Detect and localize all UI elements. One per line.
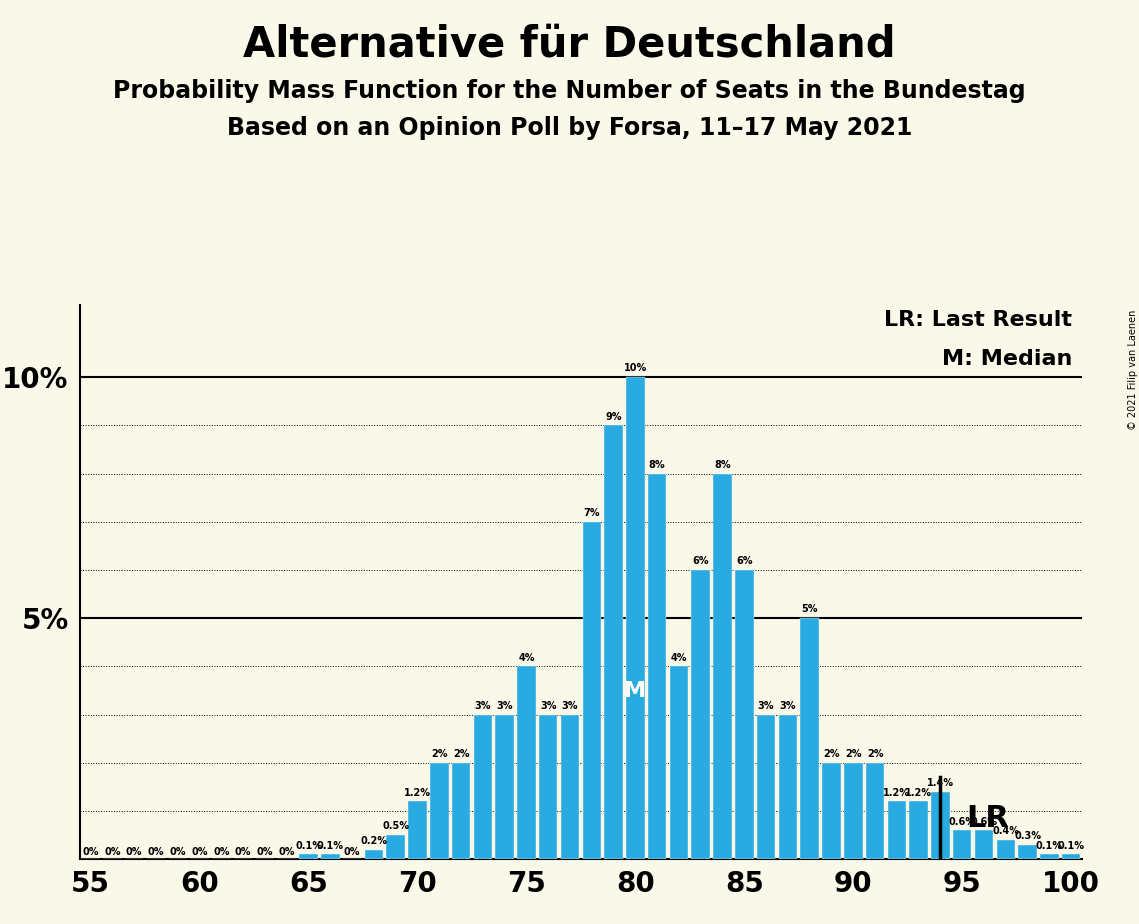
Bar	[909, 801, 928, 859]
Text: 3%: 3%	[779, 700, 796, 711]
Text: 4%: 4%	[518, 652, 534, 663]
Bar	[495, 714, 514, 859]
Text: 2%: 2%	[867, 749, 884, 759]
Bar	[953, 831, 972, 859]
Bar	[431, 763, 449, 859]
Text: 8%: 8%	[649, 460, 665, 469]
Bar	[1018, 845, 1036, 859]
Bar	[866, 763, 884, 859]
Bar	[605, 425, 623, 859]
Text: 1.2%: 1.2%	[906, 787, 932, 797]
Bar	[452, 763, 470, 859]
Text: 1.2%: 1.2%	[404, 787, 431, 797]
Bar	[691, 570, 710, 859]
Text: 0.1%: 0.1%	[1035, 841, 1063, 851]
Text: 1.4%: 1.4%	[927, 778, 954, 788]
Text: 1.2%: 1.2%	[884, 787, 910, 797]
Text: 7%: 7%	[583, 508, 600, 518]
Text: 0%: 0%	[82, 847, 99, 857]
Text: 0%: 0%	[235, 847, 252, 857]
Text: 0%: 0%	[191, 847, 207, 857]
Bar	[408, 801, 427, 859]
Bar	[648, 474, 666, 859]
Text: Probability Mass Function for the Number of Seats in the Bundestag: Probability Mass Function for the Number…	[113, 79, 1026, 103]
Text: 0.1%: 0.1%	[317, 841, 344, 851]
Bar	[975, 831, 993, 859]
Text: 6%: 6%	[736, 556, 753, 566]
Text: 2%: 2%	[823, 749, 839, 759]
Text: 0%: 0%	[344, 847, 360, 857]
Bar	[735, 570, 754, 859]
Text: M: M	[624, 681, 647, 700]
Text: 0.2%: 0.2%	[360, 836, 387, 845]
Text: 0%: 0%	[126, 847, 142, 857]
Text: 0%: 0%	[148, 847, 164, 857]
Bar	[321, 855, 339, 859]
Bar	[997, 840, 1015, 859]
Bar	[1062, 855, 1081, 859]
Text: Alternative für Deutschland: Alternative für Deutschland	[244, 23, 895, 65]
Bar	[1040, 855, 1058, 859]
Text: LR: LR	[967, 804, 1009, 833]
Text: 3%: 3%	[562, 700, 579, 711]
Text: 0%: 0%	[170, 847, 186, 857]
Bar	[560, 714, 580, 859]
Bar	[887, 801, 907, 859]
Text: 4%: 4%	[671, 652, 687, 663]
Text: 0.3%: 0.3%	[1014, 831, 1041, 841]
Text: 6%: 6%	[693, 556, 708, 566]
Text: 9%: 9%	[605, 411, 622, 421]
Bar	[670, 666, 688, 859]
Text: 0.1%: 0.1%	[1058, 841, 1084, 851]
Text: 3%: 3%	[757, 700, 775, 711]
Text: 8%: 8%	[714, 460, 731, 469]
Text: 0.6%: 0.6%	[949, 817, 976, 827]
Bar	[801, 618, 819, 859]
Text: 0.6%: 0.6%	[970, 817, 998, 827]
Text: LR: Last Result: LR: Last Result	[884, 310, 1072, 331]
Bar	[364, 850, 383, 859]
Text: 2%: 2%	[453, 749, 469, 759]
Bar	[300, 855, 318, 859]
Bar	[582, 522, 601, 859]
Text: 0.4%: 0.4%	[992, 826, 1019, 836]
Text: © 2021 Filip van Laenen: © 2021 Filip van Laenen	[1129, 310, 1138, 430]
Text: 0%: 0%	[256, 847, 273, 857]
Text: 0.5%: 0.5%	[383, 821, 409, 832]
Text: 3%: 3%	[540, 700, 557, 711]
Bar	[844, 763, 862, 859]
Bar	[756, 714, 776, 859]
Bar	[386, 835, 405, 859]
Bar	[713, 474, 731, 859]
Text: 0.1%: 0.1%	[295, 841, 322, 851]
Bar	[474, 714, 492, 859]
Text: 3%: 3%	[475, 700, 491, 711]
Text: 0%: 0%	[104, 847, 121, 857]
Text: Based on an Opinion Poll by Forsa, 11–17 May 2021: Based on an Opinion Poll by Forsa, 11–17…	[227, 116, 912, 140]
Text: 3%: 3%	[497, 700, 513, 711]
Bar	[539, 714, 557, 859]
Bar	[517, 666, 535, 859]
Text: 10%: 10%	[624, 363, 647, 373]
Text: 0%: 0%	[278, 847, 295, 857]
Bar	[626, 377, 645, 859]
Bar	[932, 792, 950, 859]
Text: 5%: 5%	[802, 604, 818, 614]
Bar	[822, 763, 841, 859]
Text: 0%: 0%	[213, 847, 230, 857]
Text: 2%: 2%	[431, 749, 448, 759]
Bar	[779, 714, 797, 859]
Text: M: Median: M: Median	[942, 349, 1072, 370]
Text: 2%: 2%	[845, 749, 861, 759]
